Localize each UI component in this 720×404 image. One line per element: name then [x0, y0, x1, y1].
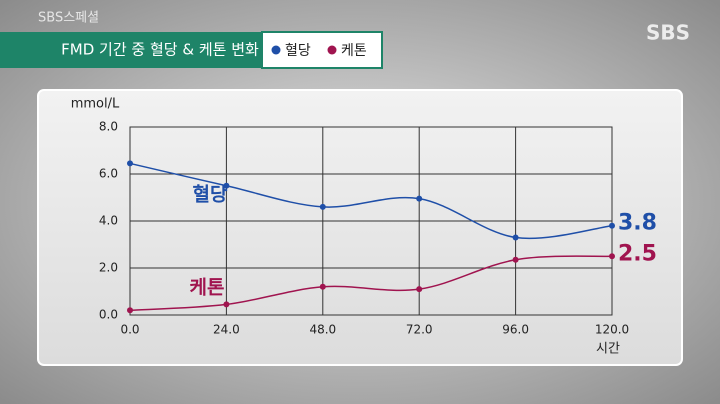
series-label: 케톤 [190, 277, 225, 299]
chart-title: FMD 기간 중 혈당 & 케톤 변화 [61, 41, 259, 59]
y-tick-label: 0.0 [99, 308, 118, 322]
data-point [416, 195, 423, 202]
legend-label: 혈당 [285, 43, 311, 59]
data-point [223, 301, 230, 308]
data-point [319, 203, 326, 210]
data-point [223, 182, 230, 189]
data-point [512, 256, 519, 263]
series-line [129, 162, 613, 240]
series-label: 혈당 [193, 183, 228, 206]
y-axis-label: mmol/L [71, 97, 120, 112]
data-point [609, 222, 615, 229]
data-point [512, 234, 519, 241]
series-line [129, 255, 613, 312]
data-point [416, 286, 423, 293]
x-tick-label: 120.0 [595, 323, 629, 337]
legend-label: 케톤 [341, 43, 367, 59]
legend-box [261, 31, 383, 69]
x-tick-label: 72.0 [406, 323, 433, 337]
program-logo: SBS스페셜 [38, 11, 99, 26]
title-banner [0, 32, 262, 68]
data-point [127, 160, 133, 167]
data-point [609, 253, 615, 260]
end-value-label: 3.8 [618, 211, 657, 236]
legend-marker [327, 45, 337, 55]
y-tick-label: 2.0 [99, 261, 118, 275]
y-tick-label: 4.0 [99, 214, 118, 228]
end-value-label: 2.5 [618, 241, 657, 266]
data-point [319, 283, 326, 290]
channel-logo: SBS [646, 21, 690, 45]
y-tick-label: 6.0 [99, 167, 118, 181]
x-axis-label: 시간 [596, 342, 620, 357]
x-tick-label: 24.0 [213, 323, 240, 337]
x-tick-label: 48.0 [309, 323, 336, 337]
chart-panel [37, 89, 683, 366]
data-point [127, 307, 133, 314]
x-tick-label: 0.0 [120, 323, 139, 337]
y-tick-label: 8.0 [99, 120, 118, 134]
legend-marker [271, 45, 281, 55]
x-tick-label: 96.0 [502, 323, 529, 337]
